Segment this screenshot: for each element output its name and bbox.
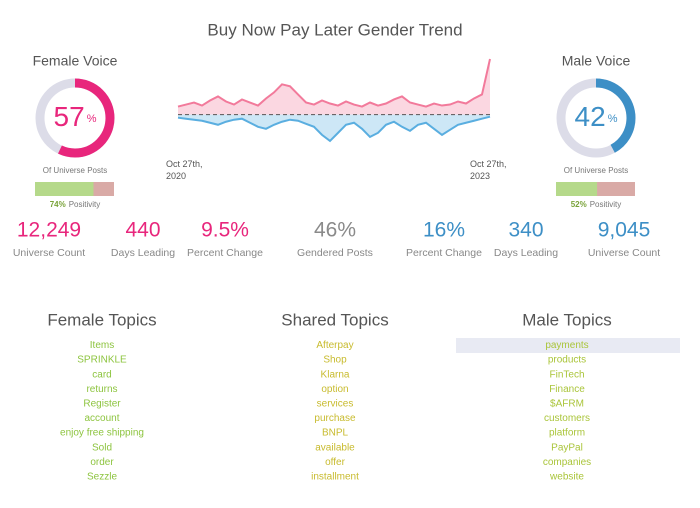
donut-unit: % [87,113,97,125]
topic-item: available [315,442,355,453]
donut-arc [35,78,115,158]
topic-item: FinTech [549,369,584,380]
donut-number: 42 [575,101,606,132]
topic-item: PayPal [551,442,583,453]
stat-value: 9.5% [201,219,249,242]
stat-value: 46% [314,219,356,242]
donut-value: 42% [575,101,618,132]
positivity-text: Positivity [590,200,622,209]
positivity-text: Positivity [69,200,101,209]
topic-highlight [456,338,680,353]
topic-item: Register [83,399,121,410]
topic-item: payments [545,340,588,351]
stat-value: 9,045 [598,219,651,242]
topic-title: Shared Topics [281,310,388,329]
area-fill [178,59,490,115]
topic-item: Finance [549,384,585,395]
topic-item: customers [544,413,590,424]
topic-item: option [321,384,348,395]
stat-label: Percent Change [406,247,482,259]
stat-label: Days Leading [111,247,175,259]
topic-item: website [549,472,584,483]
stat-label: Percent Change [187,247,263,259]
topic-item: Klarna [321,369,350,380]
topic-item: BNPL [322,428,349,439]
positivity-bar [35,182,94,196]
topic-item: services [317,399,354,410]
topic-item: SPRINKLE [77,355,127,366]
area-line [177,58,491,108]
x-tick-label: Oct 27th, 2023 [470,159,507,181]
stat-label: Universe Count [588,247,660,259]
stat-label: Universe Count [13,247,85,259]
topic-item: products [548,355,586,366]
donut-unit: % [608,113,618,125]
donut-value: 57% [54,101,97,132]
topic-title: Female Topics [47,310,156,329]
topic-item: offer [325,457,345,468]
donut-arc [556,78,636,158]
topic-item: Shop [323,355,347,366]
area-line [177,115,491,143]
stat-value: 12,249 [17,219,81,242]
topic-item: Sezzle [87,472,117,483]
area-fill [178,114,490,141]
stat-value: 340 [508,219,543,242]
donut-title: Male Voice [562,53,631,69]
donut-number: 57 [54,101,85,132]
x-tick-text: Oct 27th, 2020 [166,159,203,181]
x-tick-label: Oct 27th, 2020 [166,159,203,181]
donut-title: Female Voice [33,53,118,69]
x-tick-text: Oct 27th, 2023 [470,159,507,181]
topic-item: platform [549,428,585,439]
topic-item: card [92,369,111,380]
positivity-bar [556,182,598,196]
stat-value: 16% [423,219,465,242]
positivity-percent: 74% [50,200,66,209]
topic-item: companies [543,457,591,468]
topic-item: Afterpay [316,340,353,351]
positivity-label: 74% Positivity [50,200,101,209]
topic-item: Sold [92,442,112,453]
topic-item: order [90,457,114,468]
topic-item: account [84,413,119,424]
topic-item: returns [86,384,117,395]
donut-caption: Of Universe Posts [564,166,628,175]
positivity-percent: 52% [571,200,587,209]
stat-value: 440 [125,219,160,242]
stat-label: Gendered Posts [297,247,373,259]
positivity-label: 52% Positivity [571,200,622,209]
title: Buy Now Pay Later Gender Trend [207,20,462,39]
topic-item: installment [311,472,359,483]
topic-title: Male Topics [522,310,611,329]
topic-item: enjoy free shipping [60,428,144,439]
topic-item: purchase [314,413,356,424]
topic-item: Items [90,340,114,351]
topic-item: $AFRM [550,399,584,410]
donut-caption: Of Universe Posts [43,166,107,175]
stat-label: Days Leading [494,247,558,259]
